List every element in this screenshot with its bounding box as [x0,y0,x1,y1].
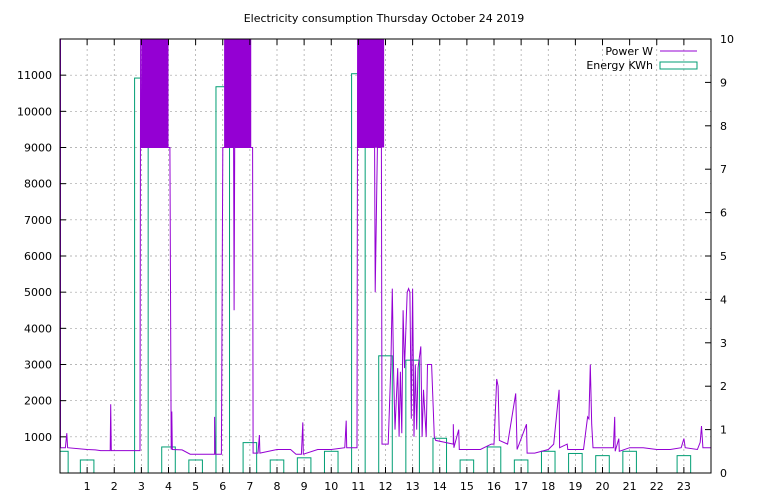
power-line [60,39,711,455]
x-tick-label: 16 [487,480,501,493]
y2-tick-label: 1 [720,424,727,437]
x-tick-label: 22 [650,480,664,493]
x-tick-label: 17 [514,480,528,493]
y-tick-label: 7000 [24,214,52,227]
energy-bar [513,459,529,473]
x-tick-label: 2 [111,480,118,493]
y2-tick-label: 5 [720,250,727,263]
x-tick-label: 11 [351,480,365,493]
x-tick-label: 7 [246,480,253,493]
y2-tick-label: 6 [720,207,727,220]
energy-bar [60,450,69,473]
legend-label-power: Power W [605,45,653,58]
x-tick-label: 8 [274,480,281,493]
y-tick-label: 11000 [17,69,52,82]
y-tick-label: 5000 [24,286,52,299]
y2-tick-label: 9 [720,76,727,89]
energy-bar [405,359,420,473]
x-tick-label: 10 [324,480,338,493]
energy-bar [595,455,610,473]
energy-bar [269,459,285,473]
x-tick-label: 15 [460,480,474,493]
chart-title: Electricity consumption Thursday October… [244,12,525,25]
y-tick-label: 4000 [24,322,52,335]
y2-tick-label: 4 [720,293,727,306]
y-tick-label: 3000 [24,359,52,372]
legend-label-energy: Energy KWh [586,59,653,72]
x-tick-label: 21 [623,480,637,493]
x-tick-label: 9 [301,480,308,493]
x-tick-label: 23 [677,480,691,493]
y-tick-label: 2000 [24,395,52,408]
y2-tick-label: 10 [720,33,734,46]
power-line-group [60,39,711,455]
energy-bar [215,86,231,473]
x-tick-label: 13 [406,480,420,493]
energy-bar [79,459,95,473]
y-tick-label: 1000 [24,431,52,444]
energy-bar [568,452,583,473]
energy-bar [378,355,393,473]
x-tick-label: 18 [541,480,555,493]
x-tick-label: 20 [596,480,610,493]
x-tick-label: 14 [433,480,447,493]
y2-tick-label: 0 [720,467,727,480]
x-tick-label: 5 [192,480,199,493]
x-tick-label: 4 [165,480,172,493]
x-tick-label: 12 [379,480,393,493]
energy-bar [676,455,692,473]
y-tick-label: 8000 [24,178,52,191]
x-tick-label: 3 [138,480,145,493]
y2-tick-label: 3 [720,337,727,350]
y2-tick-label: 8 [720,120,727,133]
x-tick-label: 1 [84,480,91,493]
axes-ticks: 1 2 3 4 5 6 7 8 9 10 11 12 13 14 15 16 17 18 19 20 21 22 23100… [17,33,734,493]
y-tick-label: 9000 [24,142,52,155]
power-saturation-block [141,39,169,148]
x-tick-label: 19 [568,480,582,493]
energy-bar [432,437,448,473]
y2-tick-label: 2 [720,380,727,393]
y-tick-label: 6000 [24,250,52,263]
power-saturation-block [224,39,252,148]
grid-lines [60,39,711,473]
energy-bar [188,459,203,473]
legend-swatch-energy [659,61,698,70]
y-tick-label: 10000 [17,105,52,118]
power-saturation-block [357,39,385,148]
power-series [60,39,711,455]
y2-tick-label: 7 [720,163,727,176]
x-tick-label: 6 [219,480,226,493]
energy-bar [459,459,475,473]
